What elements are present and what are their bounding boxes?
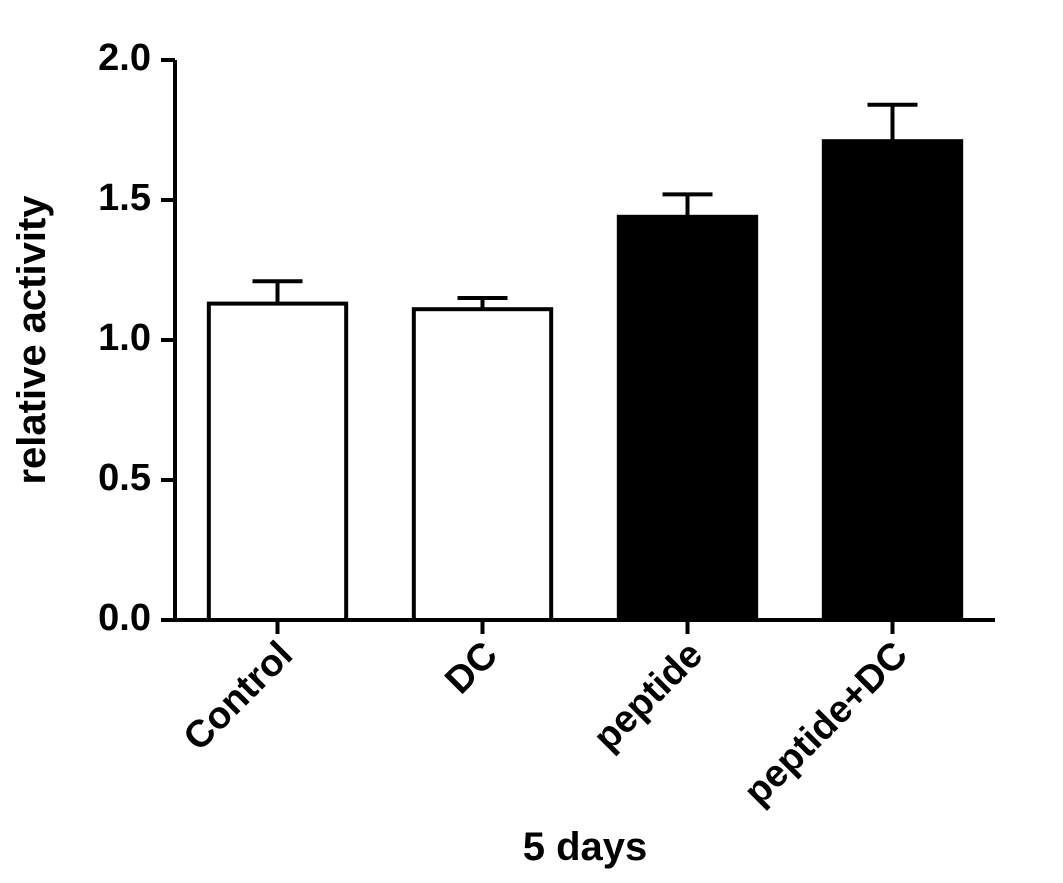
y-tick-label: 1.0 xyxy=(98,317,151,359)
y-axis-label: relative activity xyxy=(10,195,54,485)
bar xyxy=(414,309,551,620)
y-tick-label: 0.5 xyxy=(98,457,151,499)
y-tick-label: 0.0 xyxy=(98,597,151,639)
x-tick-label: peptide+DC xyxy=(736,634,916,814)
chart-svg: 0.0 0.5 1.0 1.5 2.0 relative activity Control D… xyxy=(0,0,1063,883)
y-tick-label: 2.0 xyxy=(98,37,151,79)
x-tick-label: Control xyxy=(176,634,301,759)
x-tick-label: DC xyxy=(437,634,506,703)
x-axis-label: 5 days xyxy=(523,825,648,869)
bar-chart: 0.0 0.5 1.0 1.5 2.0 relative activity Control D… xyxy=(0,0,1063,883)
y-tick-label: 1.5 xyxy=(98,177,151,219)
bar xyxy=(619,217,756,620)
bar xyxy=(824,141,961,620)
bar xyxy=(209,304,346,620)
x-tick-label: peptide xyxy=(586,634,711,759)
